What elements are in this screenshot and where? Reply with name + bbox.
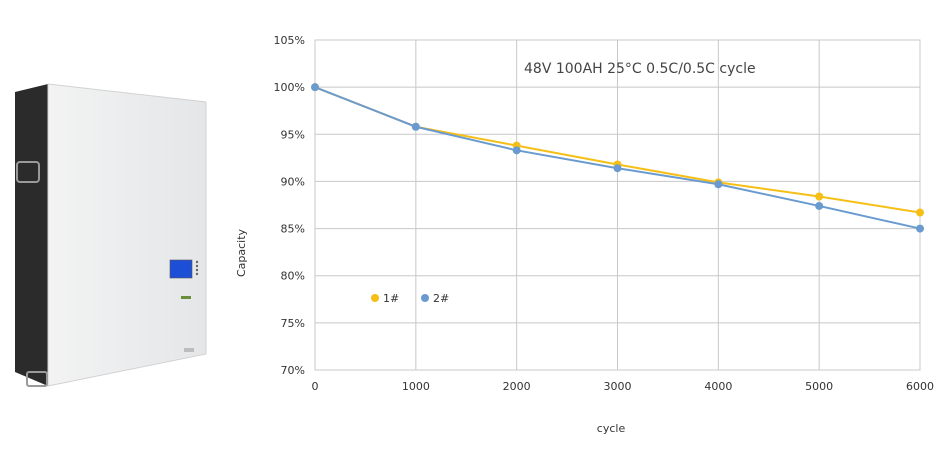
legend-marker-2 <box>421 294 429 302</box>
battery-side-panel <box>15 84 48 386</box>
chart-series <box>311 83 924 233</box>
battery-indicator-light <box>195 260 199 264</box>
battery-indicator-light <box>195 272 199 276</box>
x-tick-label: 4000 <box>704 380 732 393</box>
y-axis-title: Capacity <box>235 228 248 277</box>
battery-connector <box>184 348 194 352</box>
y-tick-label: 70% <box>281 364 305 377</box>
series-point-2 <box>815 201 824 210</box>
chart-grid <box>314 39 921 371</box>
battery-logo <box>181 296 191 299</box>
y-axis-ticks: 105% 100% 95% 90% 85% 80% 75% 70% <box>274 34 305 377</box>
battery-product-image <box>15 83 207 387</box>
battery-indicator-light <box>195 264 199 268</box>
series-point-1 <box>815 192 824 201</box>
legend-label-2: 2# <box>433 292 449 305</box>
y-tick-label: 105% <box>274 34 305 47</box>
x-tick-label: 5000 <box>805 380 833 393</box>
x-tick-label: 1000 <box>402 380 430 393</box>
x-tick-label: 3000 <box>604 380 632 393</box>
series-point-2 <box>411 122 420 131</box>
y-tick-label: 90% <box>281 175 305 188</box>
series-point-2 <box>714 180 723 189</box>
series-point-2 <box>512 146 521 155</box>
y-tick-label: 95% <box>281 128 305 141</box>
capacity-cycle-chart: 48V 100AH 25°C 0.5C/0.5C cycle 105% 100% 9… <box>235 34 935 435</box>
y-tick-label: 85% <box>281 223 305 236</box>
battery-handle-bottom <box>26 371 48 387</box>
battery-front-panel <box>47 83 207 387</box>
series-point-2 <box>311 83 319 92</box>
x-tick-label: 2000 <box>503 380 531 393</box>
plot-area-border <box>314 39 921 371</box>
battery-lcd-display <box>169 259 193 279</box>
chart-legend: 1# 2# <box>371 292 449 305</box>
x-axis-ticks: 0 1000 2000 3000 4000 5000 6000 <box>312 380 935 393</box>
x-tick-label: 0 <box>312 380 319 393</box>
series-point-2 <box>613 164 622 173</box>
x-axis-title: cycle <box>597 422 626 435</box>
series-point-2 <box>916 224 924 233</box>
legend-label-1: 1# <box>383 292 399 305</box>
legend-marker-1 <box>371 294 379 302</box>
battery-handle-top <box>16 161 40 183</box>
y-tick-label: 100% <box>274 81 305 94</box>
chart-title: 48V 100AH 25°C 0.5C/0.5C cycle <box>524 61 756 77</box>
y-tick-label: 75% <box>281 317 305 330</box>
y-tick-label: 80% <box>281 270 305 283</box>
x-tick-label: 6000 <box>906 380 934 393</box>
battery-indicator-light <box>195 268 199 272</box>
series-point-1 <box>916 208 924 217</box>
